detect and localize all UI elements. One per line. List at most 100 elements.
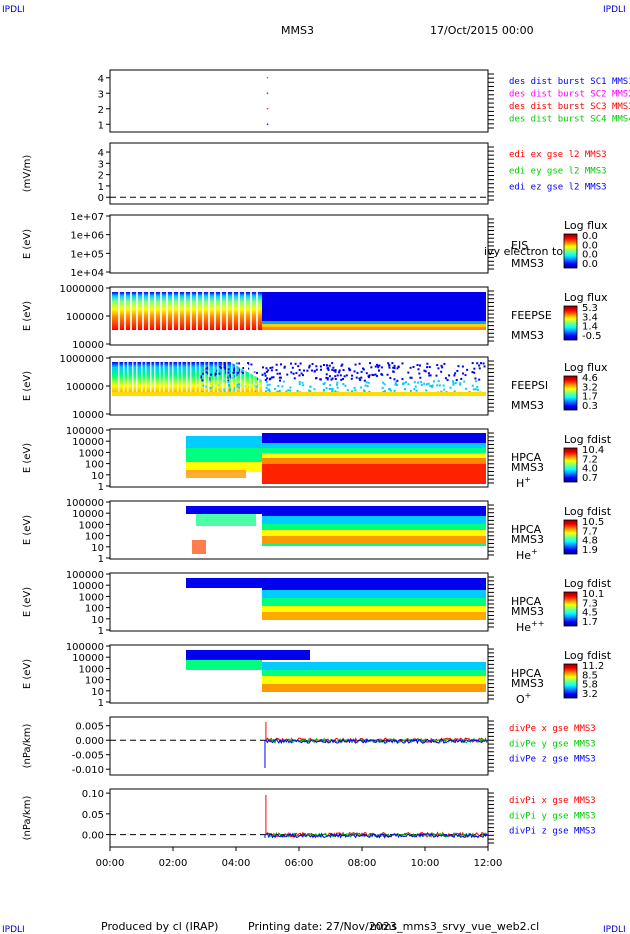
feepsi-speckle (330, 378, 333, 381)
p10-ytick-label: -0.010 (72, 765, 104, 776)
feepsi-speckle (261, 373, 264, 376)
feepsi-speckle (308, 389, 311, 392)
feepsi-speckle (420, 384, 423, 387)
p10-legend-entry: divPe y gse MMS3 (509, 739, 596, 749)
p3-instrument-label: EIS (511, 239, 528, 252)
p1-legend-entry: des dist burst SC1 MMS1 (509, 77, 630, 87)
feepsi-speckle (227, 379, 230, 382)
feepsi-speckle (308, 366, 311, 369)
p6-ytick-label: 10000 (72, 437, 104, 448)
feepsi-speckle (209, 386, 212, 389)
feepsi-speckle (331, 362, 334, 365)
p5-spacecraft-label: MMS3 (511, 399, 544, 412)
feepsi-speckle (403, 382, 406, 385)
feepsi-speckle (342, 377, 345, 380)
plot-date: 17/Oct/2015 00:00 (430, 24, 534, 37)
feepsi-data-gap (190, 362, 192, 392)
p10-ytick-label: 0.005 (75, 722, 104, 733)
feepsi-speckle (227, 371, 230, 374)
feepsi-speckle (415, 389, 418, 392)
p3-ytick-label: 1e+07 (70, 212, 104, 223)
feepsi-speckle (413, 388, 416, 391)
feepsi-speckle (326, 367, 329, 370)
p7-species-name: He (516, 549, 531, 562)
feepsi-data-gap (172, 362, 174, 392)
feepsi-speckle (362, 367, 365, 370)
feepsi-data-gap (150, 362, 152, 392)
p6-species-charge: + (524, 475, 531, 484)
feepsi-speckle (474, 377, 477, 380)
p2-ytick-label: 0 (98, 193, 104, 204)
feepsi-speckle (446, 379, 449, 382)
feepsi-speckle (387, 362, 390, 365)
feepsi-speckle (255, 385, 258, 388)
feepsi-speckle (457, 365, 460, 368)
feepsi-speckle (334, 370, 337, 373)
feepsi-speckle (423, 369, 426, 372)
p6-ytick-label: 100000 (66, 426, 104, 437)
feepsi-data-gap (177, 362, 179, 392)
feepsi-speckle (443, 362, 446, 365)
feepsi-speckle (229, 374, 232, 377)
feepsi-speckle (267, 369, 270, 372)
feepse-data-gap (184, 292, 186, 330)
p6-frame (109, 428, 489, 488)
feepsi-speckle (452, 381, 455, 384)
feepsi-speckle (237, 383, 240, 386)
feepsi-speckle (265, 380, 268, 383)
feepsi-speckle (405, 381, 408, 384)
feepsi-speckle (391, 362, 394, 365)
feepse-data-gap (148, 292, 150, 330)
p8-ytick-label: 1 (98, 626, 104, 637)
feepse-data-gap (124, 292, 126, 330)
p8-colorbar-tick: 4.5 (582, 608, 598, 619)
hpca-o-plus-spectrogram (186, 650, 486, 692)
feepsi-speckle (326, 378, 329, 381)
feepsi-speckle (275, 369, 278, 372)
p7-colorbar-tick: 4.8 (582, 536, 598, 547)
p9-colorbar-title: Log fdist (564, 649, 612, 662)
feepsi-speckle (223, 364, 226, 367)
feepsi-speckle (369, 362, 372, 365)
feepsi-speckle (295, 372, 298, 375)
feepsi-speckle (363, 390, 366, 393)
feepsi-speckle (297, 365, 300, 368)
feepsi-data-gap (127, 362, 129, 392)
corner-mark-bl: IPDLI (2, 925, 25, 934)
feepsi-speckle (247, 362, 250, 365)
feepsi-speckle (424, 370, 427, 373)
feepsi-speckle (393, 378, 396, 381)
feepsi-speckle (315, 365, 318, 368)
p2-ytick-label: 1 (98, 182, 104, 193)
p8-frame (109, 572, 489, 632)
p8-colorbar (563, 591, 578, 627)
feepsi-speckle (331, 377, 334, 380)
hpca-he-plus-spectrogram (186, 506, 486, 554)
p9-frame (109, 644, 489, 704)
p9-spacecraft-label: MMS3 (511, 677, 544, 690)
feepsi-speckle (401, 382, 404, 385)
p8-ytick-label: 100 (85, 604, 104, 615)
p9-ytick-label: 10000 (72, 653, 104, 664)
p10-ytick-label: -0.005 (72, 751, 104, 762)
feepsi-speckle (224, 368, 227, 371)
xaxis-tick-label: 12:00 (474, 858, 503, 869)
feepsi-speckle (461, 365, 464, 368)
feepsi-speckle (427, 382, 430, 385)
p6-ytick-label: 100 (85, 460, 104, 471)
feepsi-speckle (299, 362, 302, 365)
feepsi-speckle (340, 378, 343, 381)
feepsi-speckle (396, 367, 399, 370)
feepsi-speckle (253, 390, 256, 393)
p3-ylabel: E (eV) (22, 229, 33, 259)
feepsi-speckle (213, 374, 216, 377)
p6-instrument-label: HPCA (511, 451, 542, 464)
feepsi-speckle (403, 388, 406, 391)
feepsi-speckle (290, 371, 293, 374)
feepsi-speckle (426, 362, 429, 365)
p11-legend-entry: divPi x gse MMS3 (509, 796, 596, 806)
feepsi-speckle (278, 372, 281, 375)
footer-produced: Produced by cl (IRAP) (101, 920, 218, 933)
p11-trace (265, 832, 489, 839)
feepsi-speckle (267, 389, 270, 392)
